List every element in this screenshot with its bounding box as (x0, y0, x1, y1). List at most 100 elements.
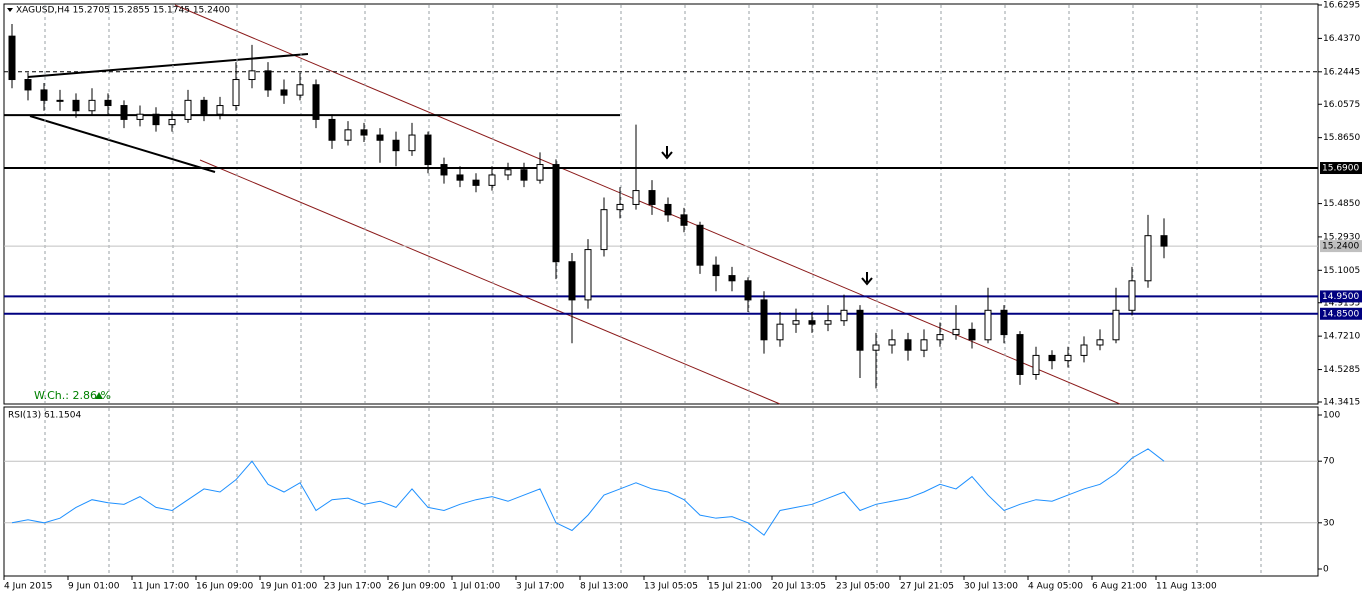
x-tick-label: 3 Jul 17:00 (516, 582, 565, 592)
candle-body (1112, 309, 1120, 341)
candle-body (232, 79, 240, 107)
candle-body (600, 209, 608, 251)
candle-body (456, 174, 464, 181)
candle-body (8, 35, 16, 81)
candle-body (920, 339, 928, 351)
candle-body (248, 70, 256, 81)
candle-body (584, 249, 592, 301)
y-tick-label: 30 (1323, 518, 1335, 528)
x-tick-label: 15 Jul 21:00 (708, 582, 762, 592)
candle-body (616, 203, 624, 211)
x-tick-label: 11 Jun 17:00 (132, 582, 189, 592)
candle-body (488, 174, 496, 186)
candle-body (216, 105, 224, 115)
candle-body (664, 203, 672, 216)
candle-body (1128, 280, 1136, 311)
candle-body (24, 79, 32, 91)
candle-body (424, 134, 432, 166)
menu-triangle (7, 8, 13, 12)
candle-body (1064, 354, 1072, 362)
level-tag (1320, 307, 1362, 320)
y-tick-label: 0 (1323, 565, 1329, 575)
candle-body (344, 129, 352, 141)
x-tick-label: 4 Aug 05:00 (1028, 582, 1083, 592)
x-tick-label: 26 Jun 09:00 (388, 582, 445, 592)
y-tick-label: 100 (1323, 411, 1340, 421)
y-tick-label: 14.3415 (1323, 398, 1360, 408)
candle-body (568, 261, 576, 301)
candle-body (872, 344, 880, 351)
candle-body (696, 224, 704, 266)
channel-upper (174, 4, 1121, 405)
x-tick-label: 1 Jul 01:00 (452, 582, 501, 592)
arrow-marker (861, 272, 873, 286)
candle-body (1080, 344, 1088, 356)
candle-body (376, 134, 384, 141)
candle-body (1160, 235, 1168, 247)
candle-body (40, 89, 48, 101)
level-tag-label: 14.9500 (1322, 292, 1359, 302)
candle-body (264, 70, 272, 91)
candle-body (632, 190, 640, 205)
x-tick-label: 30 Jul 13:00 (964, 582, 1018, 592)
candle-body (360, 129, 368, 136)
candle-body (680, 214, 688, 226)
candle-body (984, 309, 992, 341)
candle-body (1016, 334, 1024, 375)
level-tag-label: 15.2400 (1322, 242, 1359, 252)
candle-body (936, 334, 944, 341)
candle-body (968, 328, 976, 341)
rsi-pane (3, 406, 1319, 577)
candle-body (312, 84, 320, 120)
candle-body (728, 275, 736, 282)
x-tick-label: 23 Jun 17:00 (324, 582, 381, 592)
candle-body (744, 280, 752, 301)
y-tick-label: 16.2445 (1323, 67, 1360, 77)
candle-body (168, 118, 176, 126)
candle-body (200, 99, 208, 115)
change-up-icon (95, 392, 103, 399)
candle-body (648, 190, 656, 205)
y-tick-label: 70 (1323, 457, 1335, 467)
candle-body (88, 99, 96, 112)
candle-body (72, 99, 80, 112)
candle-body (440, 164, 448, 176)
candle-body (56, 99, 64, 102)
candle-body (824, 320, 832, 325)
candle-body (120, 105, 128, 120)
candle-body (392, 139, 400, 152)
candle-body (296, 84, 304, 96)
x-tick-label: 20 Jul 13:05 (772, 582, 826, 592)
y-tick-label: 15.4850 (1323, 199, 1360, 209)
y-tick-label: 15.1005 (1323, 266, 1360, 276)
arrow-marker (661, 146, 673, 160)
y-tick-label: 16.6295 (1323, 1, 1360, 11)
candle-body (776, 323, 784, 341)
candle-body (184, 99, 192, 120)
x-tick-label: 6 Aug 21:00 (1092, 582, 1147, 592)
y-tick-label: 14.5285 (1323, 365, 1360, 375)
candle-body (136, 113, 144, 120)
candle-body (1032, 354, 1040, 375)
x-tick-label: 23 Jul 05:00 (836, 582, 890, 592)
x-tick-label: 9 Jun 01:00 (68, 582, 120, 592)
candle-body (952, 328, 960, 336)
x-tick-label: 27 Jul 21:05 (900, 582, 954, 592)
trend-line (27, 53, 309, 78)
candle-body (280, 89, 288, 96)
y-tick-label: 15.8650 (1323, 133, 1360, 143)
channel-lower (199, 159, 781, 405)
y-tick-label: 16.4370 (1323, 34, 1360, 44)
candle-body (760, 299, 768, 341)
x-tick-label: 4 Jun 2015 (4, 582, 52, 592)
candle-body (904, 339, 912, 351)
y-tick-label: 15.2930 (1323, 232, 1360, 242)
candle-body (1096, 339, 1104, 346)
candle-body (1000, 309, 1008, 336)
candle-body (840, 309, 848, 322)
weekly-change: W.Ch.: 2.86 % (34, 389, 111, 402)
x-tick-label: 16 Jun 09:00 (196, 582, 253, 592)
x-tick-label: 13 Jul 05:05 (644, 582, 698, 592)
x-tick-label: 11 Aug 13:00 (1156, 582, 1217, 592)
